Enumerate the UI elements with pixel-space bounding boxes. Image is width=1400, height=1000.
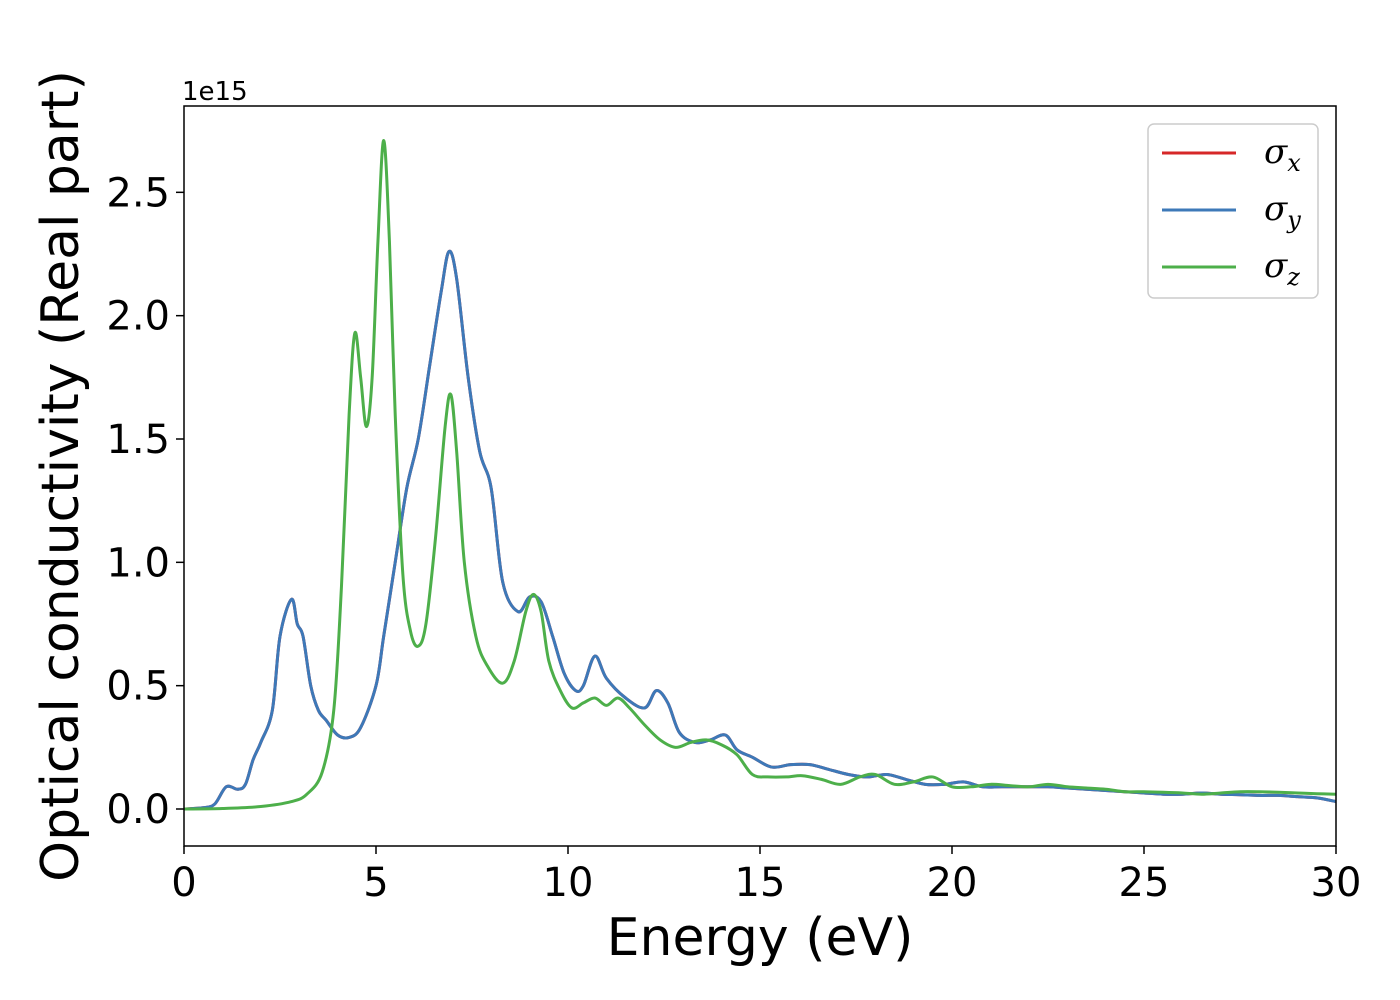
legend-label-y: σy bbox=[1264, 189, 1301, 234]
legend-label-z: σz bbox=[1264, 246, 1300, 291]
x-axis-label: Energy (eV) bbox=[607, 908, 914, 968]
x-tick-label: 30 bbox=[1311, 860, 1362, 906]
y-offset-label: 1e15 bbox=[182, 77, 248, 107]
series-lines bbox=[184, 139, 1336, 811]
y-tick-label: 0.5 bbox=[106, 664, 170, 710]
x-tick-label: 10 bbox=[543, 860, 594, 906]
y-axis-label: Optical conductivity (Real part) bbox=[31, 70, 91, 882]
y-tick-label: 1.0 bbox=[106, 540, 170, 586]
x-tick-label: 0 bbox=[171, 860, 196, 906]
y-tick-label: 2.0 bbox=[106, 294, 170, 340]
x-tick-label: 25 bbox=[1119, 860, 1170, 906]
legend: σx σy σz bbox=[1147, 123, 1319, 299]
x-tick-label: 5 bbox=[363, 860, 388, 906]
axis-ticks: 0 5 10 15 20 25 30 0.0 0.5 1.0 1.5 2.0 2.5 bbox=[106, 170, 1361, 906]
legend-label-x: σx bbox=[1264, 132, 1301, 177]
y-tick-label: 2.5 bbox=[106, 170, 170, 216]
y-tick-label: 0.0 bbox=[106, 787, 170, 833]
series-line-z bbox=[184, 139, 1336, 811]
x-tick-label: 20 bbox=[927, 860, 978, 906]
x-tick-label: 15 bbox=[735, 860, 786, 906]
y-tick-label: 1.5 bbox=[106, 417, 170, 463]
